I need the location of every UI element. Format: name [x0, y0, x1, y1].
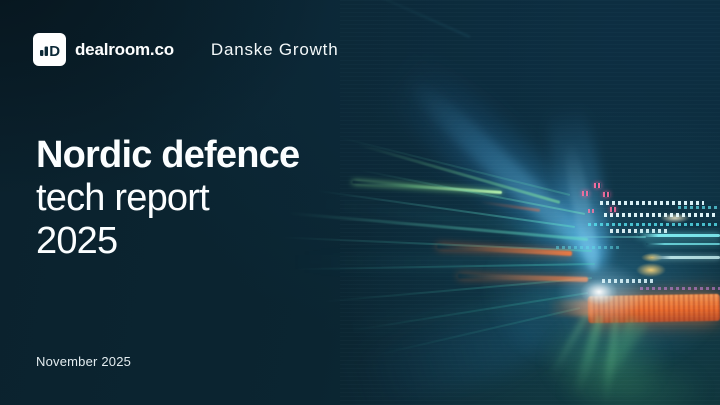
led-dot-row: [610, 229, 670, 233]
pink-led-cluster: [610, 207, 616, 212]
led-dot-row: [600, 201, 704, 205]
led-dot-row: [602, 279, 654, 283]
svg-text:D: D: [49, 43, 60, 60]
dealroom-wordmark: dealroom.co: [75, 39, 174, 59]
led-dot-row: [678, 206, 720, 209]
header: D dealroom.co Danske Growth: [33, 33, 338, 66]
light-glow: [560, 355, 710, 405]
led-dot-row: [556, 246, 620, 249]
light-glow: [540, 312, 670, 405]
light-line: [650, 256, 720, 259]
led-dot-row: [604, 213, 716, 217]
title-line-1: Nordic defence: [36, 134, 300, 176]
light-glow: [580, 279, 618, 305]
light-streak: [292, 255, 592, 269]
title-line-3: 2025: [36, 220, 118, 262]
pink-led-cluster: [594, 183, 601, 188]
light-line: [646, 243, 720, 245]
led-dot-row: [640, 287, 720, 290]
light-line: [556, 236, 646, 238]
light-glow: [636, 263, 666, 277]
partner-name: Danske Growth: [210, 39, 339, 59]
light-line: [638, 234, 720, 237]
dealroom-logo-icon: D: [33, 33, 66, 66]
pink-led-cluster: [588, 209, 594, 213]
publication-date: November 2025: [36, 354, 132, 369]
title-line-2: tech report: [36, 177, 210, 219]
light-glow: [660, 213, 690, 223]
pink-led-cluster: [603, 192, 610, 197]
report-title: Nordic defence tech report 2025: [36, 134, 300, 263]
pink-led-cluster: [582, 191, 589, 196]
scanline-texture: [340, 0, 720, 405]
led-dot-row: [588, 223, 720, 226]
